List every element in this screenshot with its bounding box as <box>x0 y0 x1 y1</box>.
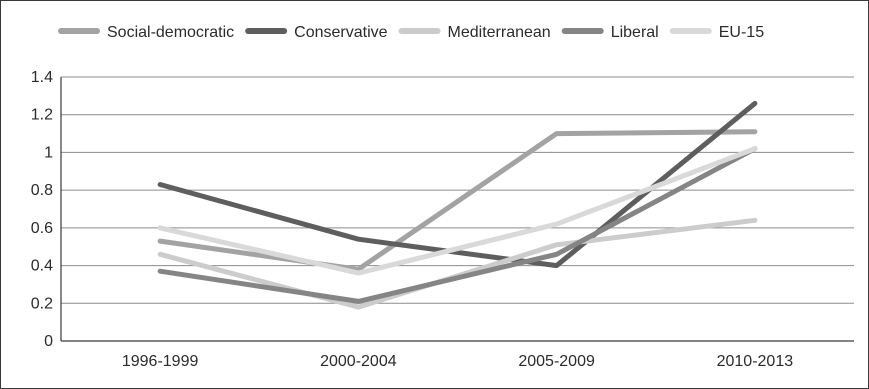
series-line-social-democratic <box>157 129 758 272</box>
y-tick-label: 1.2 <box>31 107 53 124</box>
legend-item-social-democratic: Social-democratic <box>58 24 234 41</box>
legend-label: Social-democratic <box>107 24 234 41</box>
legend-item-liberal: Liberal <box>561 24 659 41</box>
legend-label: Liberal <box>611 24 659 41</box>
y-tick-label: 0 <box>44 333 53 350</box>
y-tick-label: 0.8 <box>31 182 53 199</box>
x-tick-label: 1996-1999 <box>122 353 199 370</box>
y-tick-label: 1 <box>44 144 53 161</box>
y-tick-label: 1.4 <box>31 69 53 86</box>
y-tick-label: 0.6 <box>31 220 53 237</box>
legend-label: Conservative <box>294 24 387 41</box>
series-line-eu-15 <box>157 146 758 276</box>
series-line-liberal <box>157 146 758 304</box>
series-line-mediterranean <box>157 217 758 310</box>
y-tick-label: 0.2 <box>31 295 53 312</box>
x-tick-label: 2000-2004 <box>320 353 397 370</box>
legend-item-eu-15: EU-15 <box>669 24 764 41</box>
legend-item-conservative: Conservative <box>245 24 388 41</box>
x-tick-label: 2010-2013 <box>717 353 794 370</box>
y-tick-label: 0.4 <box>31 258 53 275</box>
legend-label: EU-15 <box>719 24 764 41</box>
x-tick-label: 2005-2009 <box>518 353 595 370</box>
series-lines <box>157 100 758 310</box>
legend: Social-democratic Conservative Mediterrane… <box>58 24 764 41</box>
legend-label: Mediterranean <box>448 24 551 41</box>
legend-item-mediterranean: Mediterranean <box>398 24 551 41</box>
axes: 0 0.2 0.4 0.6 0.8 1 1.2 1.4 1996-1999 2000-2004 20… <box>31 69 854 370</box>
